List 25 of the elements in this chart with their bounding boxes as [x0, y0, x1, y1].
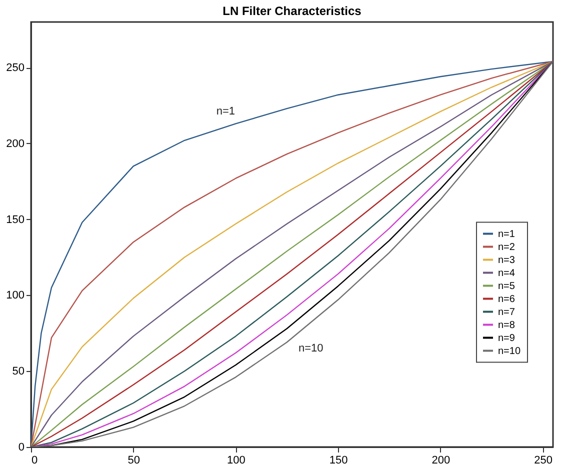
y-tick-label: 50 [12, 366, 24, 378]
annotation: n=1 [216, 106, 236, 118]
y-tick-label: 100 [6, 290, 24, 302]
legend-label: n=4 [498, 268, 516, 279]
legend-label: n=5 [498, 280, 516, 292]
legend-label: n=3 [498, 254, 516, 266]
legend-label: n=1 [498, 228, 516, 240]
annotation: n=10 [298, 342, 324, 354]
y-tick-label: 250 [6, 62, 24, 74]
chart-title: LN Filter Characteristics [222, 4, 362, 18]
x-tick-label: 200 [432, 454, 450, 466]
legend-label: n=8 [498, 320, 516, 331]
y-tick-label: 150 [6, 214, 24, 226]
legend-label: n=7 [498, 306, 516, 318]
legend-label: n=2 [498, 242, 516, 253]
x-tick-label: 50 [128, 454, 140, 466]
legend-label: n=10 [498, 346, 521, 357]
x-tick-label: 250 [534, 454, 552, 466]
x-tick-label: 100 [227, 454, 246, 466]
legend-label: n=9 [498, 332, 516, 344]
y-tick-label: 0 [18, 442, 24, 454]
x-tick-label: 0 [32, 454, 38, 466]
x-tick-label: 150 [329, 454, 348, 466]
y-tick-label: 200 [6, 138, 24, 150]
legend-label: n=6 [498, 294, 516, 305]
